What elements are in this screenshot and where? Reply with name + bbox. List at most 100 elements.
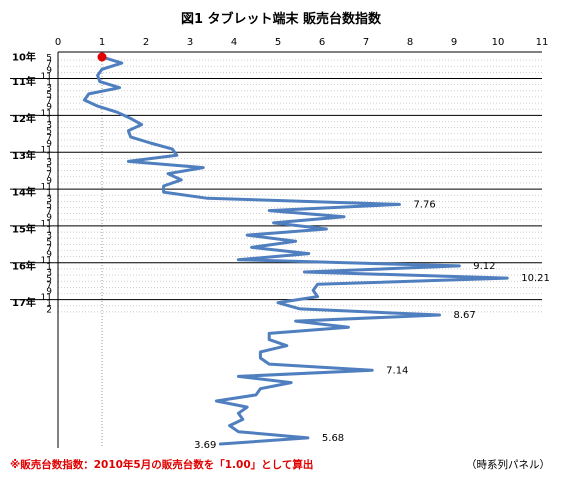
month-label: 5 [46,275,52,285]
data-point [140,123,143,126]
series-layer [82,52,509,446]
x-tick-label: 5 [275,37,281,48]
data-label: 3.69 [194,440,216,451]
data-point [116,111,119,114]
month-label: 3 [46,232,52,242]
data-point [237,430,240,433]
month-label: 3 [46,158,52,168]
data-point [219,443,222,445]
data-point [307,437,309,439]
data-point [246,234,248,236]
x-tick-label: 11 [536,37,549,48]
data-point [294,240,297,243]
data-point [237,375,240,378]
data-point [371,369,373,372]
month-label: 7 [46,281,52,291]
data-point [438,314,441,316]
x-tick-label: 1 [99,37,105,48]
month-label: 9 [46,213,52,223]
data-point [458,265,461,267]
data-label: 10.21 [521,273,550,284]
footnote: ※販売台数指数：2010年5月の販売台数を「1.00」として算出 [10,459,314,471]
month-label: 5 [46,127,52,137]
data-point [347,326,350,329]
data-point [308,252,310,255]
data-point [268,363,271,365]
data-point [215,400,218,402]
year-label: 15年 [12,223,36,236]
year-label: 11年 [12,75,36,88]
data-point [294,320,297,322]
month-label: 5 [46,164,52,174]
month-label: 1 [46,299,52,309]
month-label: 7 [46,244,52,254]
data-point [343,215,345,218]
axis-layer: 0 1 2 3 4 5 6 7 8 9 10 115791110年135791111年13579111… [12,37,548,448]
data-point [259,357,262,359]
month-label: 5 [46,238,52,248]
month-label: 1 [46,115,52,125]
data-label: 7.76 [413,199,435,210]
data-point [398,203,401,206]
data-point [312,289,315,292]
year-label: 10年 [12,51,36,64]
start-marker [97,52,107,62]
data-point [290,381,293,384]
month-label: 1 [46,78,52,88]
data-point [180,179,182,181]
data-point [121,62,123,64]
month-label: 1 [46,152,52,162]
data-point [286,344,288,347]
data-point [202,166,204,169]
year-label: 17年 [12,296,36,309]
data-point [228,424,231,427]
data-point [268,338,271,341]
data-point [506,277,509,279]
data-point [83,99,86,101]
label-layer: 7.76 9.12 10.21 8.67 7.14 5.68 3.69 [194,199,550,451]
data-point [176,154,178,157]
series-line [82,55,509,446]
x-tick-label: 7 [363,37,369,48]
data-point [316,283,319,286]
data-point [246,406,248,408]
data-point [303,271,306,273]
data-point [101,68,103,71]
x-tick-label: 8 [407,37,413,48]
data-point [250,246,253,249]
data-point [268,209,271,212]
month-label: 11 [41,109,52,119]
grid-layer [10,52,542,448]
data-label: 8.67 [453,310,475,321]
data-point [162,191,165,193]
month-label: 11 [41,146,52,156]
month-label: 3 [46,269,52,279]
x-tick-label: 2 [143,37,149,48]
panel-caption: （時系列パネル） [466,459,550,471]
month-label: 9 [46,103,52,113]
data-label: 9.12 [473,261,495,272]
month-label: 5 [46,90,52,100]
x-tick-label: 10 [492,37,505,48]
data-point [171,148,174,150]
month-label: 7 [46,60,52,70]
data-point [127,129,130,132]
month-label: 7 [46,133,52,143]
year-label: 16年 [12,259,36,272]
year-label: 13年 [12,149,36,162]
data-point [162,185,165,187]
data-point [316,295,319,298]
month-label: 11 [41,256,52,266]
data-point [149,142,152,144]
data-point [99,80,101,83]
year-label: 12年 [12,112,36,125]
data-point [299,308,301,310]
month-label: 1 [46,262,52,272]
data-point [237,412,240,415]
month-label: 9 [46,66,52,76]
x-tick-label: 9 [451,37,457,48]
data-label: 7.14 [386,365,408,376]
data-point [259,351,262,353]
x-tick-label: 4 [231,37,237,48]
